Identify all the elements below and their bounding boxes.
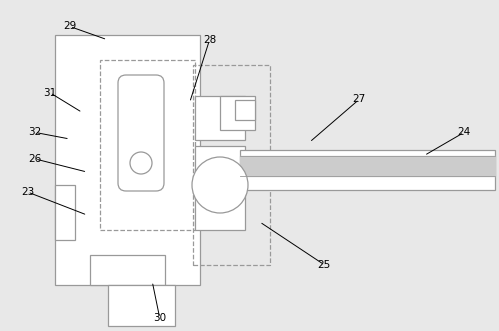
- Text: 32: 32: [28, 127, 41, 137]
- Text: 30: 30: [153, 313, 166, 323]
- Bar: [193, 65, 270, 265]
- Bar: [90, 255, 165, 285]
- Bar: [240, 150, 495, 190]
- Bar: [235, 100, 255, 120]
- Circle shape: [192, 157, 248, 213]
- Text: 28: 28: [203, 35, 216, 45]
- Text: 27: 27: [353, 94, 366, 104]
- Text: 23: 23: [21, 187, 34, 197]
- Bar: [220, 96, 255, 130]
- Bar: [108, 285, 175, 326]
- FancyBboxPatch shape: [118, 75, 164, 191]
- Circle shape: [130, 152, 152, 174]
- Text: 26: 26: [28, 154, 41, 164]
- Bar: [195, 146, 245, 185]
- Bar: [100, 60, 195, 230]
- Text: 24: 24: [458, 127, 471, 137]
- Text: 29: 29: [63, 22, 76, 31]
- Bar: [55, 35, 200, 285]
- Text: 31: 31: [43, 88, 56, 98]
- Bar: [55, 185, 75, 240]
- Bar: [195, 96, 245, 140]
- Text: 25: 25: [318, 260, 331, 270]
- Bar: [195, 185, 245, 230]
